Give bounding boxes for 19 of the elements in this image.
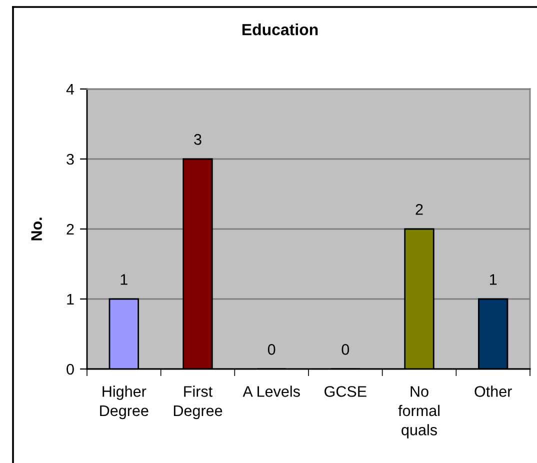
x-tick-label: Other — [474, 386, 512, 397]
y-tick-label: 3 — [66, 154, 74, 165]
y-tick-label: 0 — [66, 364, 74, 375]
x-tick-label: First Degree — [174, 386, 222, 420]
data-label: 1 — [490, 274, 497, 285]
y-tick-label: 4 — [66, 84, 74, 95]
data-label: 0 — [342, 344, 350, 355]
chart-title: Education — [242, 24, 318, 36]
data-label: 3 — [194, 134, 202, 145]
x-tick-label: A Levels — [242, 386, 300, 397]
data-label: 2 — [416, 204, 423, 215]
y-tick-label: 1 — [67, 294, 74, 305]
y-axis-title: No. — [31, 218, 42, 240]
x-tick-label: No formal quals — [398, 386, 440, 438]
x-tick-label: GCSE — [324, 386, 366, 397]
x-tick-label: Higher Degree — [100, 386, 148, 420]
y-tick-label: 2 — [66, 224, 74, 235]
data-label: 1 — [120, 274, 128, 285]
data-label: 0 — [268, 344, 276, 355]
